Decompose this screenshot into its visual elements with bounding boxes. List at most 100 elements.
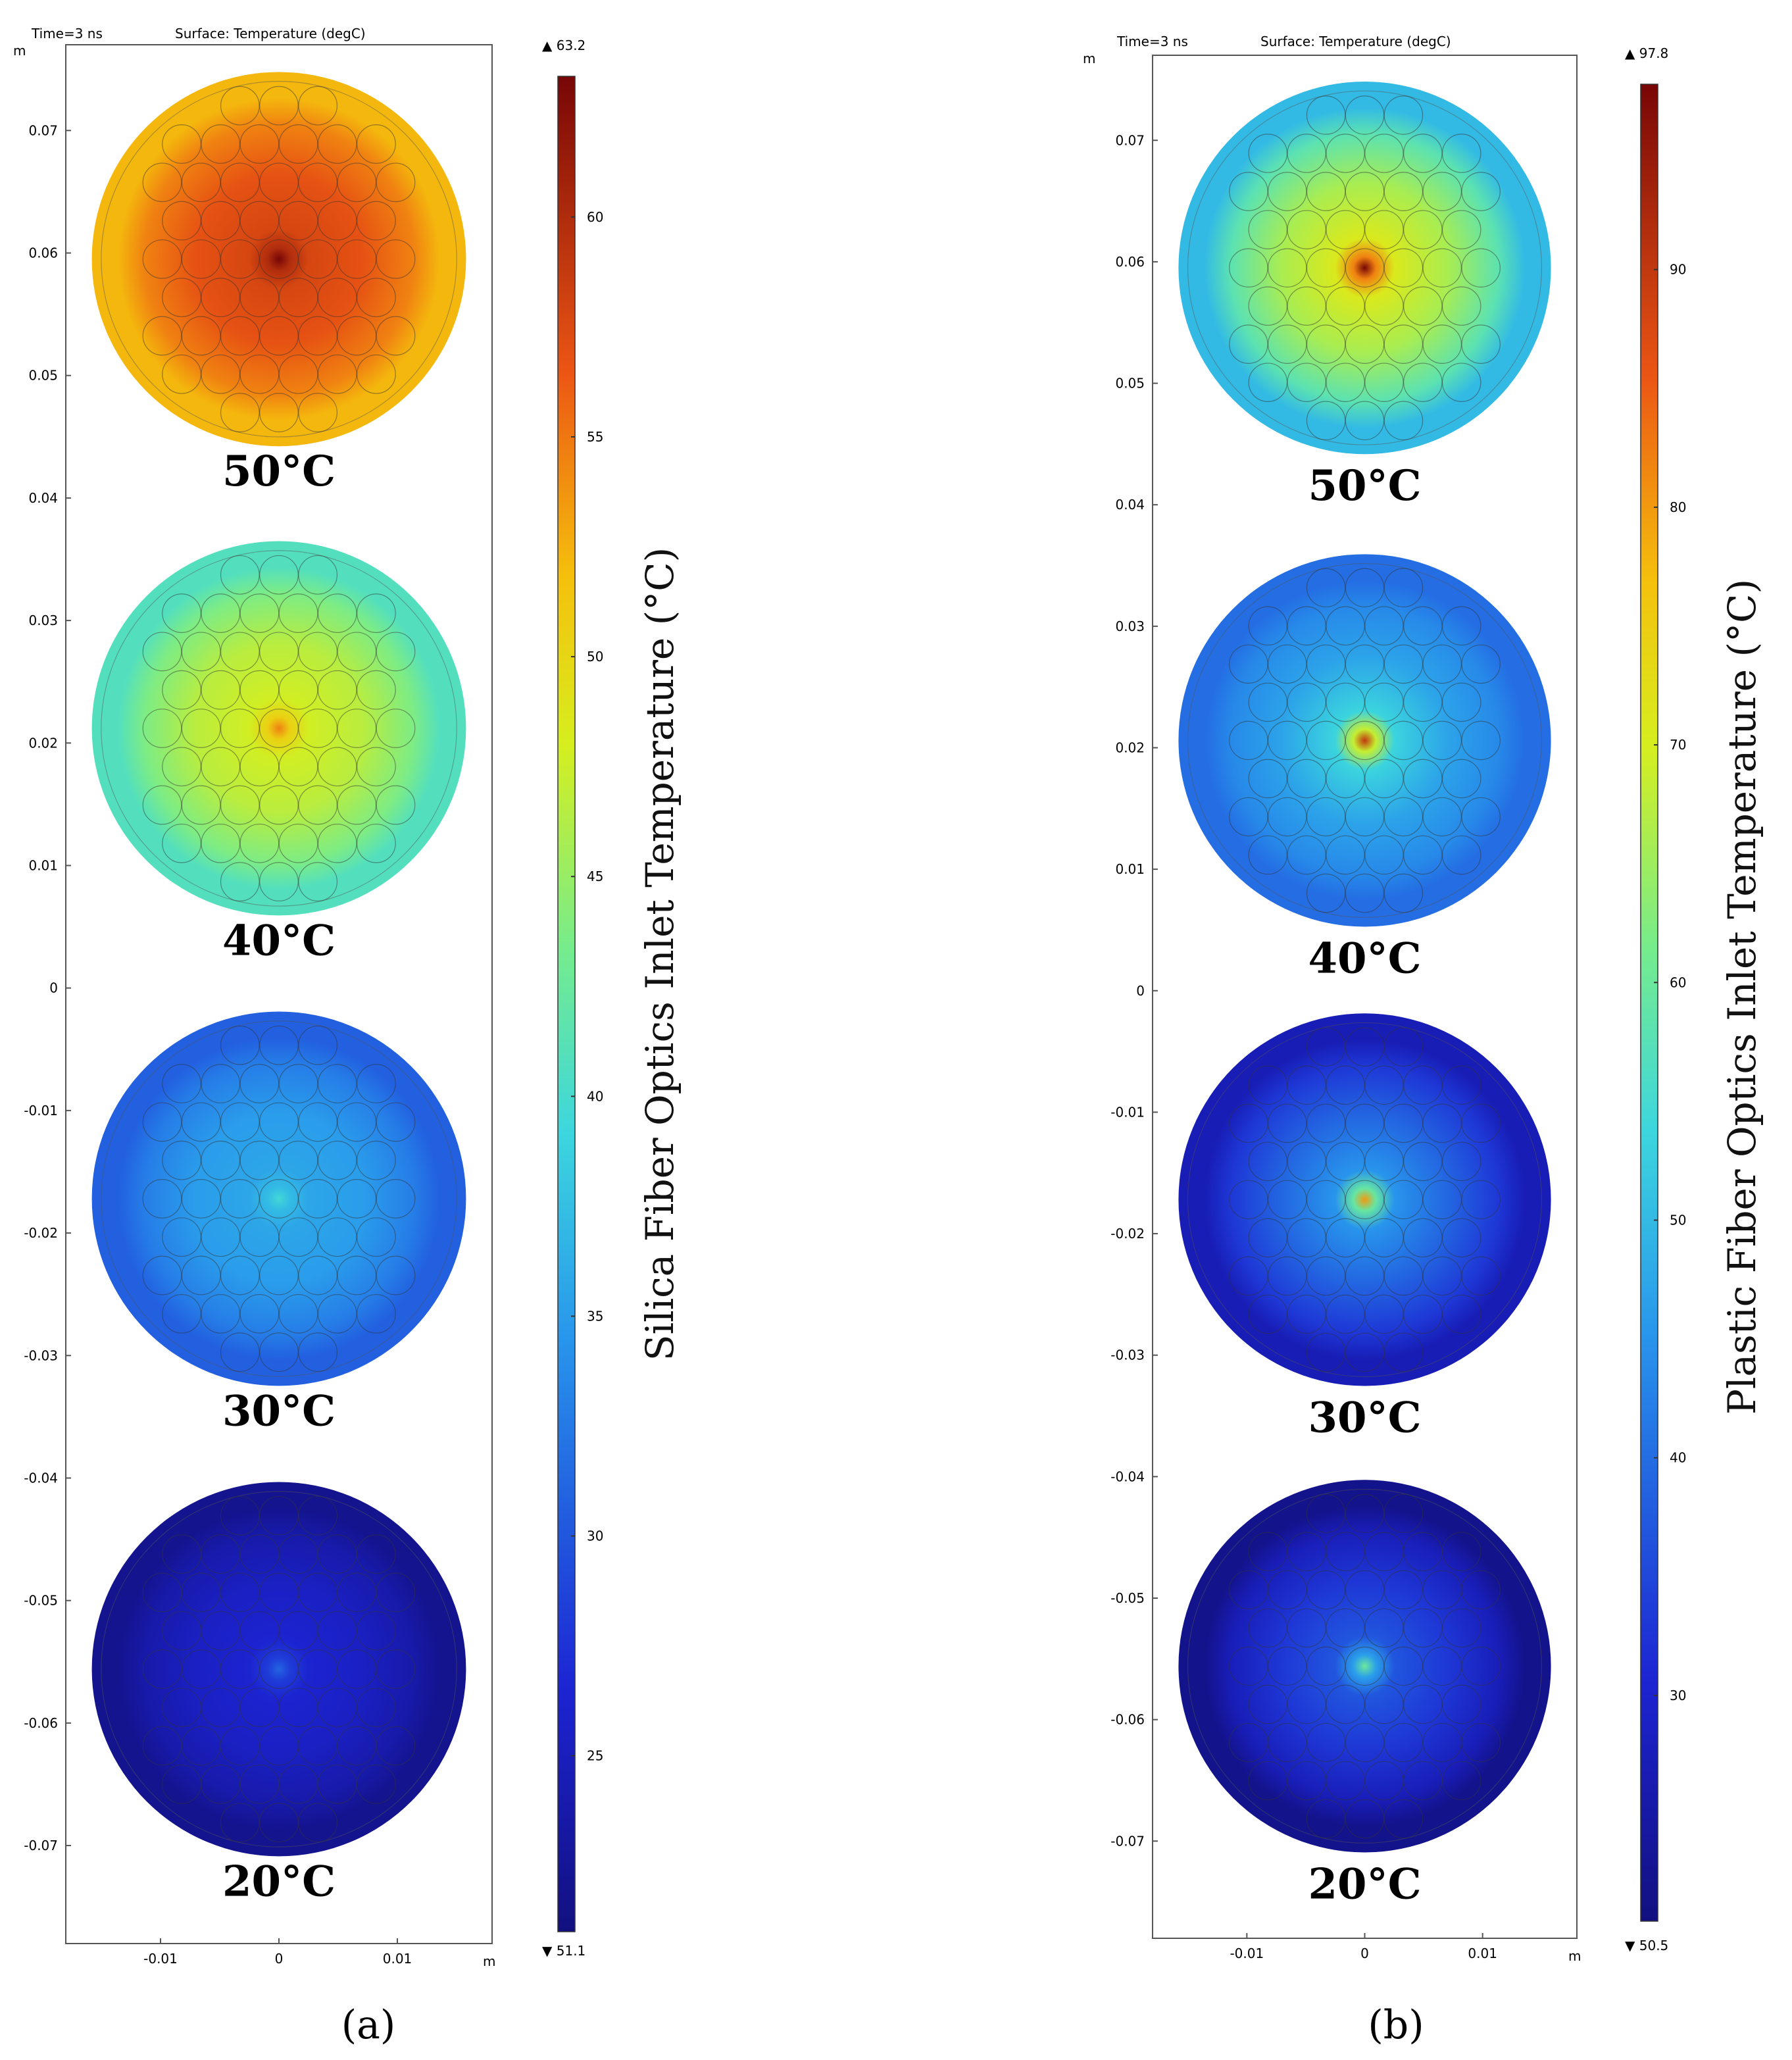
fiber-outline	[1383, 1799, 1424, 1839]
colorbar-tick-label: 60	[1670, 974, 1686, 990]
fiber-outline	[1441, 1218, 1481, 1258]
y-tick-label: -0.04	[24, 1470, 58, 1486]
fiber-outline	[1441, 759, 1481, 799]
fiber-outline	[356, 1064, 396, 1103]
fiber-outline	[356, 670, 396, 710]
y-tick-label: -0.06	[24, 1715, 58, 1731]
y-tick-label: -0.03	[1110, 1347, 1145, 1363]
y-tick-label: 0.02	[1115, 740, 1145, 755]
y-tick-label: -0.07	[1110, 1833, 1145, 1849]
time-label: Time=3 ns	[31, 26, 103, 41]
colorbar-tick-label: 70	[1670, 737, 1686, 753]
case-label: 30°C	[222, 1386, 336, 1436]
colorbar-tick-label: 55	[587, 429, 603, 445]
colorbar-tick-label: 30	[587, 1528, 603, 1544]
cladding-outline	[1187, 1022, 1543, 1377]
panel-b: Time=3 ns Surface: Temperature (degC) m …	[1083, 34, 1764, 2048]
panel-label: (b)	[1368, 2002, 1424, 2048]
temperature-field	[91, 1011, 466, 1386]
fiber-outline	[1441, 1142, 1481, 1182]
cladding-outline	[1187, 1488, 1543, 1844]
fiber-outline	[1461, 644, 1501, 684]
cladding-outline	[101, 1491, 457, 1847]
colorbar-min-label: ▼ 50.5	[1625, 1938, 1668, 1953]
fiber-outline	[356, 1688, 396, 1728]
case-label: 40°C	[1308, 934, 1422, 983]
y-tick-label: -0.06	[1110, 1712, 1145, 1728]
fiber-outline	[356, 354, 396, 394]
fiber-outline	[376, 1572, 416, 1613]
x-axis: -0.01 0 0.01	[1230, 1933, 1497, 1961]
y-tick-label: 0.03	[1115, 618, 1145, 634]
x-tick-label: -0.01	[1230, 1946, 1264, 1961]
fiber-outline	[356, 1764, 396, 1804]
fiber-outline	[298, 1332, 338, 1372]
colorbar-min-label: ▼ 51.1	[542, 1943, 585, 1959]
case-disk: 50°C	[91, 72, 466, 496]
y-axis: 0.07 0.06 0.05 0.04 0.03 0.02 0.01 0 -0.01 -0.02 -…	[24, 122, 71, 1853]
y-tick-label: -0.07	[24, 1838, 58, 1853]
fiber-outline	[1461, 1570, 1501, 1610]
fiber-outline	[1383, 1027, 1424, 1067]
temperature-disks: 50°C 40°C 30°C 20°C	[91, 72, 466, 1906]
case-label: 20°C	[1308, 1859, 1422, 1909]
panel-a: Time=3 ns Surface: Temperature (degC) m …	[13, 26, 682, 2048]
y-tick-label: -0.05	[24, 1593, 58, 1609]
fiber-outline	[1461, 797, 1501, 837]
fiber-outline	[1441, 1608, 1481, 1648]
y-tick-label: 0.06	[1115, 254, 1145, 270]
fiber-outline	[1383, 401, 1424, 441]
y-tick-label: 0.04	[1115, 497, 1145, 513]
fiber-outline	[376, 709, 416, 748]
cladding-outline	[101, 550, 457, 907]
fiber-outline	[376, 163, 416, 203]
case-disk: 40°C	[91, 541, 466, 965]
fiber-outline	[376, 1649, 416, 1689]
y-tick-label: -0.04	[1110, 1469, 1145, 1484]
fiber-outline	[356, 201, 396, 241]
x-unit-label: m	[1568, 1948, 1581, 1964]
y-tick-label: 0.05	[28, 368, 58, 384]
fiber-outline	[356, 1217, 396, 1257]
y-tick-label: 0	[1136, 983, 1145, 999]
fiber-outline	[356, 124, 396, 164]
y-tick-label: -0.03	[24, 1347, 58, 1363]
colorbar-max-label: ▲ 97.8	[1625, 45, 1668, 61]
colorbar-tick-label: 80	[1670, 499, 1686, 515]
fiber-outline	[298, 862, 338, 902]
case-label: 20°C	[222, 1857, 336, 1906]
y-tick-label: 0.07	[1115, 132, 1145, 148]
fiber-outline	[356, 747, 396, 787]
fiber-outline	[298, 1495, 338, 1536]
x-tick-label: 0.01	[1468, 1946, 1497, 1961]
fiber-outline	[356, 278, 396, 318]
fiber-outline	[1461, 172, 1501, 211]
colorbar-tick-label: 45	[587, 868, 603, 884]
fiber-outline	[376, 785, 416, 825]
fiber-outline	[1461, 1103, 1501, 1143]
temperature-field	[1178, 1480, 1551, 1853]
y-tick-label: 0.07	[28, 122, 58, 138]
fiber-outline	[1441, 1532, 1481, 1572]
fiber-outline	[1441, 682, 1481, 722]
temperature-field	[91, 72, 466, 447]
y-tick-label: -0.05	[1110, 1590, 1145, 1606]
colorbar-tick-label: 90	[1670, 262, 1686, 278]
case-disk: 30°C	[1178, 1013, 1551, 1442]
fiber-outline	[1441, 606, 1481, 646]
fiber-outline	[1441, 1065, 1481, 1105]
x-tick-label: 0	[275, 1951, 284, 1967]
x-axis: -0.01 0 0.01	[143, 1938, 412, 1967]
colorbar-gradient	[557, 76, 576, 1932]
y-axis: 0.07 0.06 0.05 0.04 0.03 0.02 0.01 0 -0.01 -0.02 -…	[1110, 132, 1158, 1849]
x-tick-label: -0.01	[143, 1951, 178, 1967]
fiber-outline	[298, 393, 338, 432]
fiber-outline	[1441, 835, 1481, 875]
fiber-outline	[356, 1534, 396, 1574]
surface-label: Surface: Temperature (degC)	[1260, 34, 1451, 49]
temperature-field	[91, 1482, 466, 1857]
y-tick-label: -0.02	[1110, 1226, 1145, 1242]
x-unit-label: m	[483, 1953, 495, 1969]
fiber-outline	[298, 86, 338, 126]
